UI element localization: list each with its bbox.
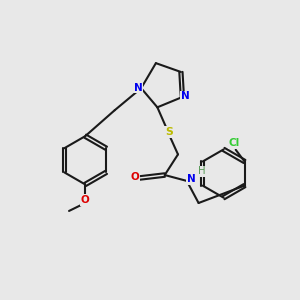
Text: H: H [198,167,206,176]
Text: S: S [165,127,173,137]
Text: N: N [187,174,195,184]
Text: O: O [81,195,90,205]
Text: N: N [181,92,190,101]
Text: N: N [134,82,142,93]
Text: O: O [130,172,139,182]
Text: Cl: Cl [229,138,240,148]
